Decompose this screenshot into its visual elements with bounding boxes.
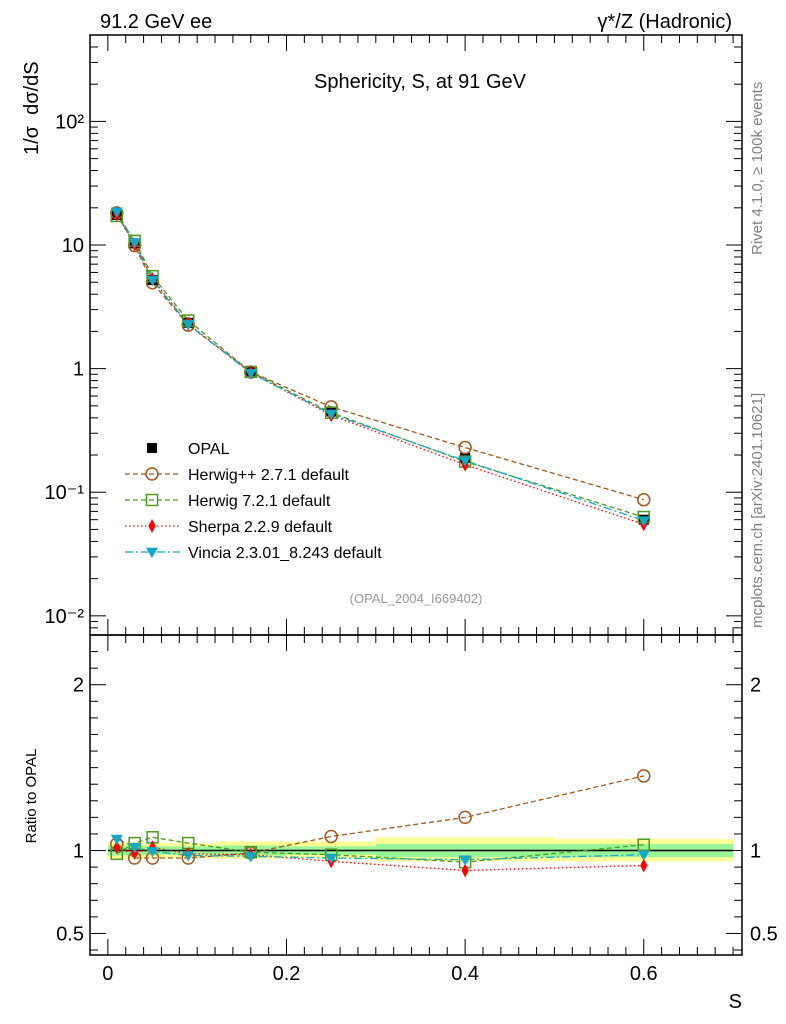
legend-label-0: OPAL <box>188 441 230 458</box>
main-y-ticks: 10⁻² 10⁻¹ 1 10 10² <box>45 34 742 636</box>
series-4-marker <box>325 409 338 420</box>
x-tick-label: 0.6 <box>630 963 658 985</box>
main-y-tick-label: 10² <box>55 111 84 133</box>
main-y-tick-label: 10⁻² <box>45 606 85 628</box>
series-3-marker <box>461 863 469 878</box>
x-axis-label: S <box>729 991 742 1013</box>
series-4-marker <box>110 207 123 218</box>
ratio-y-tick-label-right: 0.5 <box>750 923 778 945</box>
series-line-1 <box>116 775 644 859</box>
series-line-2 <box>116 836 644 863</box>
series-4-marker <box>325 853 338 865</box>
main-y-tick-label: 1 <box>73 359 84 381</box>
series-3-marker <box>113 840 121 855</box>
ratio-series-layer <box>110 769 651 878</box>
legend-marker-2 <box>145 493 159 507</box>
legend-label-1: Herwig++ 2.7.1 default <box>188 467 350 484</box>
series-1-marker <box>458 440 472 455</box>
chart-title: Sphericity, S, at 91 GeV <box>314 71 527 93</box>
x-tick-label: 0.4 <box>451 963 479 985</box>
main-y-tick-label: 10⁻¹ <box>45 482 85 504</box>
series-4-marker <box>637 850 650 861</box>
legend-marker-4 <box>146 547 158 558</box>
series-line-1 <box>116 212 644 501</box>
main-y-axis-label: 1/σ dσ/dS <box>21 61 43 155</box>
series-4-marker <box>459 456 472 467</box>
legend: OPAL Herwig++ 2.7.1 default Herwig 7.2.1 d… <box>125 441 382 562</box>
legend-label-4: Vincia 2.3.01_8.243 default <box>188 545 382 562</box>
series-4-marker <box>128 843 141 854</box>
ratio-y-tick-label-right: 1 <box>750 841 761 863</box>
series-line-3 <box>116 214 644 525</box>
series-4-marker <box>244 852 257 863</box>
side-label-bottom: mcplots.cern.ch [arXiv:2401.10621] <box>749 393 766 628</box>
legend-marker-opal <box>147 443 157 453</box>
series-4-marker <box>146 847 159 858</box>
series-1-marker <box>324 829 338 844</box>
series-4-marker <box>182 320 195 331</box>
ratio-y-axis-label: Ratio to OPAL <box>23 749 40 844</box>
series-4-marker <box>244 368 257 380</box>
series-1-marker <box>637 492 651 507</box>
legend-marker-1 <box>145 467 159 481</box>
legend-label-2: Herwig 7.2.1 default <box>188 493 331 510</box>
series-1-marker <box>637 769 651 783</box>
ratio-y-tick-label-left: 2 <box>73 675 84 697</box>
series-1-marker <box>458 810 472 825</box>
series-line-3 <box>116 846 644 872</box>
series-4-marker <box>182 851 195 862</box>
main-series-layer <box>110 206 651 532</box>
x-tick-label: 0.2 <box>273 963 301 985</box>
series-4-marker <box>110 834 123 845</box>
legend-marker-3 <box>148 519 156 533</box>
series-4-marker <box>459 855 472 866</box>
header-right: γ*/Z (Hadronic) <box>598 11 732 33</box>
main-x-ticks <box>89 35 734 635</box>
series-line-4 <box>116 211 644 522</box>
ratio-y-tick-label-left: 0.5 <box>56 923 84 945</box>
ratio-plot-panel: 0.5 0.5 1 1 2 2 0 0.2 0.4 0.6 Ratio to OPAL S <box>23 634 778 1013</box>
ratio-plot-frame <box>89 634 743 956</box>
watermark: (OPAL_2004_I669402) <box>350 591 483 606</box>
series-2-marker <box>637 838 651 851</box>
main-y-tick-label: 10 <box>62 235 84 257</box>
header-left: 91.2 GeV ee <box>100 11 212 33</box>
x-tick-label: 0 <box>102 963 113 985</box>
side-label-top: Rivet 4.1.0, ≥ 100k events <box>749 82 766 255</box>
series-4-marker <box>128 238 141 249</box>
series-3-marker <box>640 858 648 873</box>
series-4-marker <box>637 516 650 527</box>
ratio-y-ticks: 0.5 0.5 1 1 2 2 <box>56 651 778 951</box>
series-4-marker <box>146 275 159 287</box>
ratio-y-tick-label-left: 1 <box>73 841 84 863</box>
ratio-bands <box>107 837 734 862</box>
ratio-y-tick-label-right: 2 <box>750 675 761 697</box>
legend-label-3: Sherpa 2.2.9 default <box>188 519 333 536</box>
ratio-x-ticks: 0 0.2 0.4 0.6 <box>89 635 734 985</box>
